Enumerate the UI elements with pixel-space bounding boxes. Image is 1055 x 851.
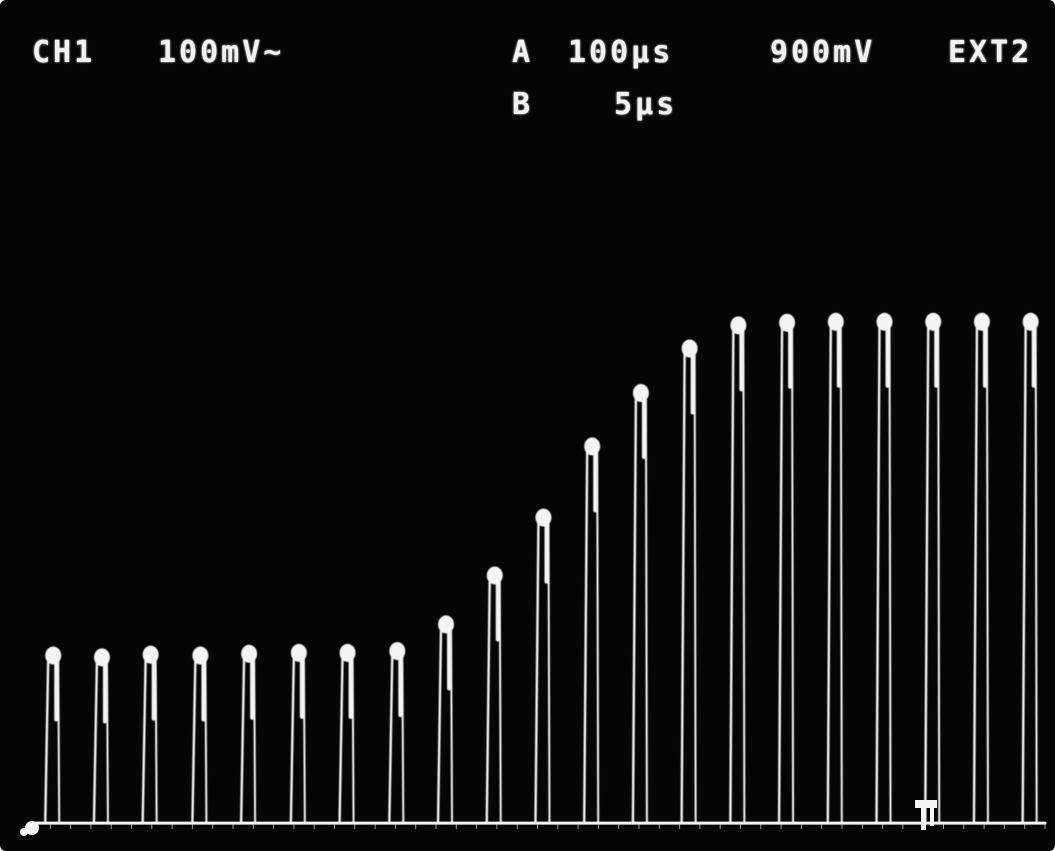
timebase-a-value: 100µs (568, 35, 674, 70)
pulse (388, 642, 406, 824)
pulse (582, 437, 601, 824)
pulse (289, 643, 307, 824)
channel-1-volts-per-div: 100mV~ (158, 35, 285, 70)
pulse (141, 645, 159, 824)
pulse (631, 384, 649, 824)
pulse (485, 566, 503, 824)
pulse (239, 644, 258, 824)
pulse (729, 316, 747, 824)
pulse (777, 313, 796, 824)
pulse (92, 648, 110, 824)
pulse (44, 646, 62, 824)
trigger-position-marker (915, 800, 937, 830)
timebase-a-label: A (512, 35, 534, 70)
timebase-b-value: 5µs (614, 87, 678, 122)
pulse-trace (44, 312, 1039, 824)
pulse (436, 615, 455, 824)
pulse (875, 312, 893, 824)
timebase-b-label: B (512, 87, 534, 122)
pulse (338, 643, 356, 824)
pulse (680, 339, 698, 824)
trigger-source-readout: EXT2 (948, 35, 1033, 70)
pulse (534, 508, 552, 824)
ground-level-marker (20, 821, 39, 836)
pulse (924, 312, 942, 824)
pulse (1021, 312, 1039, 824)
pulse (972, 312, 990, 824)
trigger-level-readout: 900mV (770, 35, 876, 70)
channel-1-label: CH1 (32, 35, 96, 70)
pulse (191, 646, 209, 824)
pulse (826, 312, 844, 824)
